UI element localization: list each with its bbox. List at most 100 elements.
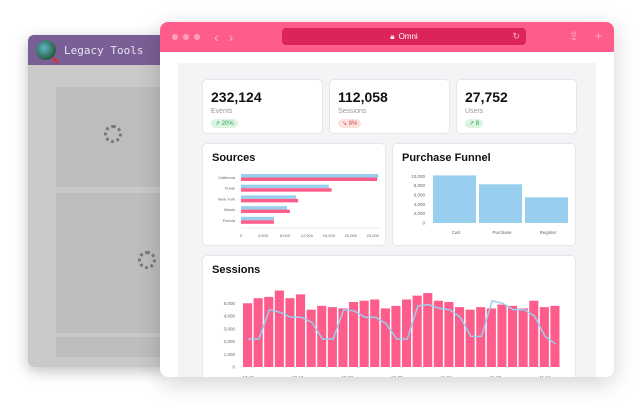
x-tick-label: 8,000 xyxy=(280,233,291,238)
session-bar xyxy=(412,295,422,367)
y-tick-label: 1,000 xyxy=(224,352,236,357)
sources-card: Sources California Texas New York Illinois F… xyxy=(202,143,386,246)
session-bar xyxy=(444,302,454,367)
session-bar xyxy=(433,300,443,367)
spinner-icon xyxy=(104,125,122,143)
kpi-value: 112,058 xyxy=(338,89,388,105)
x-tick-label: 12,000 xyxy=(301,233,314,238)
reload-icon[interactable]: ↻ xyxy=(512,31,520,41)
session-bar xyxy=(423,293,433,367)
loading-panel xyxy=(56,193,168,333)
trend-up-icon: ↗ xyxy=(215,121,221,127)
session-bar xyxy=(497,304,507,367)
session-bar xyxy=(306,309,316,367)
y-tick-label: 3,000 xyxy=(224,326,236,331)
y-tick-label: 6,000 xyxy=(414,193,426,198)
kpi-change: 20% xyxy=(221,121,234,127)
kpi-change-badge: ↘ 8% xyxy=(338,119,362,128)
y-tick-label: 8,000 xyxy=(414,183,426,188)
y-tick-label: 0 xyxy=(422,221,425,226)
session-bar xyxy=(327,307,337,367)
session-bar xyxy=(550,305,560,367)
session-bar xyxy=(296,294,306,367)
address-bar[interactable]: 🔒︎ Omni ↻ xyxy=(282,28,526,45)
category-label: New York xyxy=(218,196,235,201)
sessions-chart: 0 1,000 2,000 3,000 4,000 5,000 10-15 10-19 10-2… xyxy=(224,290,560,377)
session-bar xyxy=(338,308,348,367)
category-label: Texas xyxy=(225,186,235,191)
kpi-card: 232,124 Events ↗ 20% xyxy=(202,79,323,134)
bar-pink xyxy=(241,188,332,192)
bar-pink xyxy=(241,209,290,214)
browser-window: ‹ › 🔒︎ Omni ↻ ⇪ + 232,124 Events ↗ 20% 112,058 S… xyxy=(160,22,614,377)
session-bar xyxy=(539,307,549,367)
legacy-titlebar[interactable]: Legacy Tools xyxy=(28,35,168,65)
dashboard: 232,124 Events ↗ 20% 112,058 Sessions ↘ 8% 27,… xyxy=(178,63,596,377)
window-controls[interactable] xyxy=(172,34,200,40)
session-bar xyxy=(380,308,390,367)
x-tick-label: 10-23 xyxy=(341,375,353,377)
x-tick-label: Cart xyxy=(452,230,461,235)
new-tab-icon[interactable]: + xyxy=(594,29,602,43)
funnel-bar xyxy=(479,184,522,223)
kpi-change-badge: ↗ 8 xyxy=(465,119,484,128)
bar-blue xyxy=(241,206,288,210)
x-tick-label: 24,000 xyxy=(367,233,380,238)
globe-search-icon xyxy=(36,40,56,60)
session-bar xyxy=(285,298,295,367)
x-tick-label: Register xyxy=(540,230,557,235)
session-bar xyxy=(402,299,412,367)
url-text: Omni xyxy=(398,32,418,41)
kpi-label: Users xyxy=(465,108,484,115)
y-tick-label: 10,000 xyxy=(411,174,425,179)
kpi-label: Sessions xyxy=(338,108,367,115)
x-tick-label: 10-27 xyxy=(391,375,403,377)
session-bar xyxy=(455,307,465,367)
trend-down-icon: ↘ xyxy=(342,121,348,127)
legacy-tools-window: Legacy Tools xyxy=(28,35,168,367)
x-tick-label: 10-19 xyxy=(292,375,304,377)
kpi-change: 8 xyxy=(475,121,480,127)
x-tick-label: 11-08 xyxy=(490,375,502,377)
loading-panel xyxy=(56,337,168,357)
y-tick-label: 4,000 xyxy=(224,314,236,319)
spinner-icon xyxy=(138,251,156,269)
sessions-title: Sessions xyxy=(212,264,261,276)
session-bar xyxy=(465,309,475,367)
kpi-value: 232,124 xyxy=(211,89,262,105)
trend-up-icon: ↗ xyxy=(469,121,475,127)
bar-pink xyxy=(241,220,274,224)
legacy-title: Legacy Tools xyxy=(64,43,144,57)
session-bar xyxy=(529,300,539,367)
funnel-chart: 0 2,000 4,000 6,000 8,000 10,000 Cart Purchase R… xyxy=(411,174,568,235)
browser-toolbar: ‹ › 🔒︎ Omni ↻ ⇪ + xyxy=(160,22,614,52)
forward-icon[interactable]: › xyxy=(228,29,234,45)
session-bar xyxy=(264,296,274,367)
x-tick-label: 10-15 xyxy=(243,375,255,377)
x-tick-label: 11-12 xyxy=(540,375,552,377)
share-icon[interactable]: ⇪ xyxy=(568,29,579,43)
bar-pink xyxy=(241,177,378,181)
funnel-bar xyxy=(525,197,568,223)
back-icon[interactable]: ‹ xyxy=(214,29,219,45)
lock-icon: 🔒︎ xyxy=(390,31,395,41)
x-tick-label: 0 xyxy=(240,233,243,238)
y-tick-label: 2,000 xyxy=(414,211,426,216)
x-tick-label: Purchase xyxy=(492,230,512,235)
kpi-label: Events xyxy=(211,108,233,115)
bar-blue xyxy=(241,216,274,221)
kpi-change-badge: ↗ 20% xyxy=(211,119,238,128)
session-bar xyxy=(253,298,263,367)
sessions-card: Sessions 0 1,000 2,000 3,000 4,000 5,000 10-15… xyxy=(202,255,576,377)
session-bar xyxy=(508,305,518,367)
kpi-change: 8% xyxy=(348,121,358,127)
session-bar xyxy=(359,300,369,367)
sources-chart: California Texas New York Illinois Florida 0 4… xyxy=(218,174,381,238)
y-tick-label: 5,000 xyxy=(224,301,236,306)
session-bar xyxy=(274,290,284,367)
x-tick-label: 4,000 xyxy=(258,233,269,238)
category-label: Florida xyxy=(223,218,236,223)
session-bar xyxy=(518,308,528,367)
session-line xyxy=(248,299,557,345)
session-bar xyxy=(349,302,359,367)
